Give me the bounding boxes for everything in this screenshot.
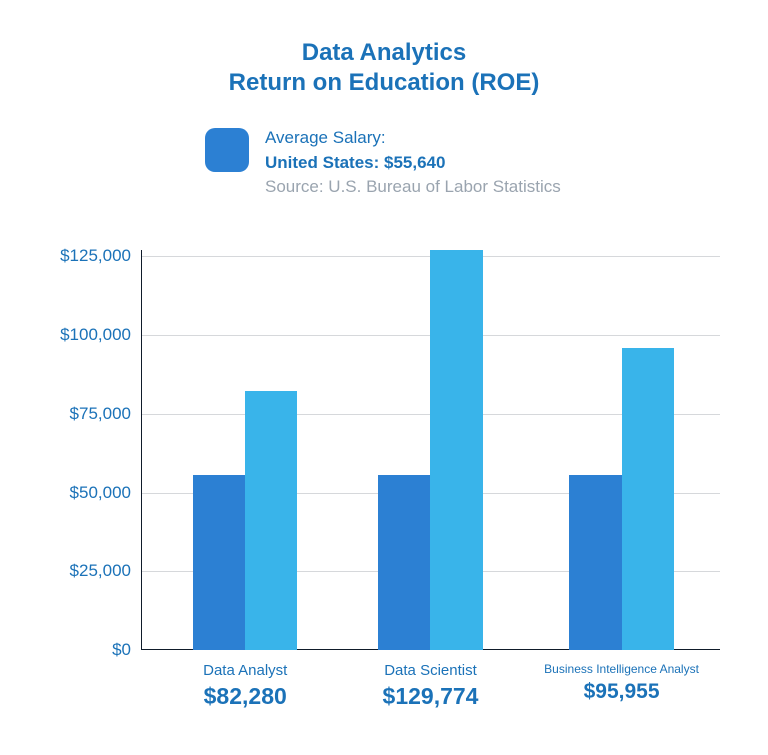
- bar-baseline: [378, 475, 430, 650]
- x-category-salary: $95,955: [517, 680, 727, 704]
- bar-group: [193, 250, 297, 650]
- y-axis-label: $100,000: [46, 325, 131, 345]
- x-category-salary: $82,280: [140, 683, 350, 710]
- x-category: Data Scientist $129,774: [326, 662, 536, 710]
- chart-title-line1: Data Analytics: [0, 38, 768, 68]
- bar-chart: $0$25,000$50,000$75,000$100,000$125,000D…: [46, 250, 726, 650]
- legend-line1: Average Salary:: [265, 126, 561, 151]
- y-axis-label: $50,000: [46, 483, 131, 503]
- legend-text: Average Salary: United States: $55,640 S…: [265, 126, 561, 200]
- legend: Average Salary: United States: $55,640 S…: [205, 126, 768, 200]
- x-category: Data Analyst $82,280: [140, 662, 350, 710]
- chart-card: Data Analytics Return on Education (ROE)…: [0, 0, 768, 755]
- x-category: Business Intelligence Analyst $95,955: [517, 662, 727, 704]
- y-axis-label: $75,000: [46, 404, 131, 424]
- bar-role: [430, 250, 482, 650]
- legend-swatch-icon: [205, 128, 249, 172]
- bar-baseline: [569, 475, 621, 650]
- x-category-role: Data Scientist: [326, 662, 536, 679]
- legend-source: Source: U.S. Bureau of Labor Statistics: [265, 175, 561, 200]
- x-category-role: Data Analyst: [140, 662, 350, 679]
- y-axis-label: $0: [46, 640, 131, 660]
- bars-layer: [141, 250, 720, 650]
- bar-role: [245, 391, 297, 650]
- x-category-salary: $129,774: [326, 683, 536, 710]
- chart-title: Data Analytics Return on Education (ROE): [0, 38, 768, 98]
- y-axis-label: $125,000: [46, 246, 131, 266]
- y-axis-label: $25,000: [46, 561, 131, 581]
- bar-group: [569, 250, 673, 650]
- chart-title-line2: Return on Education (ROE): [0, 68, 768, 98]
- bar-role: [622, 348, 674, 650]
- x-category-role: Business Intelligence Analyst: [517, 662, 727, 676]
- bar-baseline: [193, 475, 245, 650]
- legend-line2: United States: $55,640: [265, 151, 561, 176]
- bar-group: [378, 250, 482, 650]
